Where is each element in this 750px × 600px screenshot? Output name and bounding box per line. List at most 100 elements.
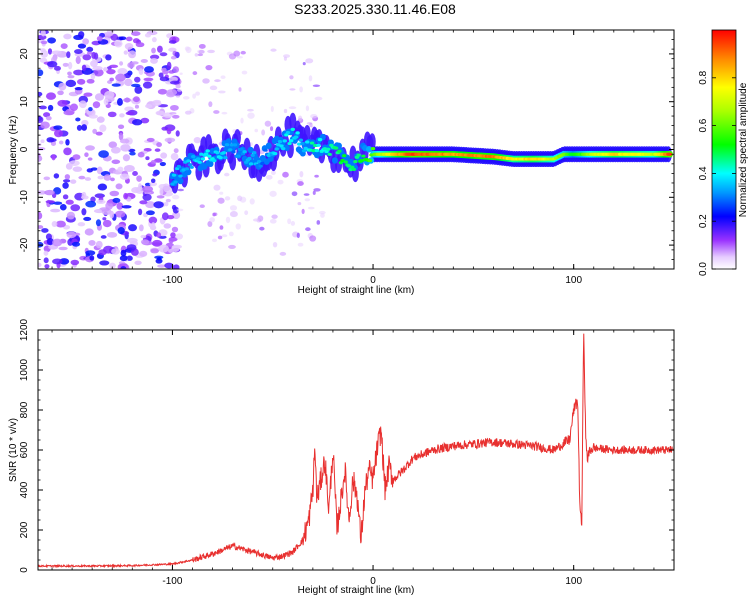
- noise-blob: [283, 108, 288, 114]
- noise-blob: [119, 61, 124, 66]
- noise-blob: [132, 170, 138, 177]
- ridge-core: [242, 150, 247, 154]
- noise-blob: [82, 54, 92, 61]
- noise-blob: [62, 179, 71, 183]
- ridge-core: [309, 141, 315, 145]
- noise-blob: [173, 264, 180, 269]
- ridge-core: [228, 148, 233, 152]
- noise-blob: [62, 194, 69, 200]
- noise-blob: [67, 71, 72, 76]
- noise-blob: [116, 98, 123, 106]
- ridge-core: [316, 143, 321, 147]
- noise-blob: [144, 66, 154, 73]
- noise-blob: [84, 152, 89, 158]
- noise-blob: [70, 204, 81, 212]
- ridge-core: [184, 167, 190, 171]
- ridge-core: [346, 164, 352, 168]
- noise-blob: [270, 105, 274, 112]
- noise-blob: [150, 57, 158, 64]
- ridge-core: [280, 147, 286, 151]
- ridge-body: [247, 146, 254, 154]
- spectrogram-ytick-label: 0: [19, 146, 30, 152]
- ridge-core: [221, 151, 226, 155]
- snr-y-ticks: 0 200 400 600 800 1000 1200: [19, 318, 674, 573]
- noise-blob: [119, 255, 128, 262]
- noise-blob: [109, 77, 114, 82]
- noise-blob: [92, 66, 103, 71]
- ridge-core: [205, 149, 210, 153]
- noise-blob: [145, 210, 155, 216]
- noise-blob: [175, 94, 181, 98]
- colorbar-tick-label: 0.6: [698, 118, 709, 132]
- snr-ytick-label: 0: [19, 567, 30, 573]
- colorbar-tick-label: 0.4: [698, 166, 709, 180]
- noise-blob: [208, 101, 213, 108]
- ridge-core: [287, 141, 292, 146]
- noise-blob: [164, 137, 176, 143]
- noise-blob: [98, 150, 109, 158]
- noise-blob: [44, 189, 55, 196]
- noise-blob: [158, 244, 169, 253]
- noise-blob: [140, 234, 147, 239]
- noise-blob: [102, 32, 114, 37]
- ridge-core: [195, 157, 201, 161]
- noise-blob: [151, 222, 156, 229]
- noise-blob: [87, 157, 93, 161]
- noise-blob: [118, 36, 127, 41]
- noise-blob: [75, 56, 81, 65]
- noise-blob: [197, 53, 204, 57]
- spectrogram-x-label: Height of straight line (km): [298, 285, 415, 296]
- noise-blob: [217, 197, 225, 204]
- noise-blob: [123, 192, 128, 200]
- noise-blob: [184, 110, 192, 115]
- noise-blob: [81, 124, 88, 131]
- ridge-core: [313, 143, 318, 148]
- noise-blob: [38, 154, 43, 162]
- snr-x-ticks: -100 0 100: [51, 330, 675, 587]
- noise-blob: [53, 173, 60, 179]
- noise-blob: [120, 249, 127, 257]
- noise-blob: [46, 60, 58, 68]
- noise-blob: [63, 33, 72, 40]
- ridge-core: [183, 160, 188, 164]
- noise-blob: [152, 173, 158, 177]
- noise-blob: [38, 116, 44, 124]
- snr-xtick-label: 100: [565, 576, 582, 587]
- noise-blob: [309, 122, 313, 128]
- noise-blob: [125, 36, 133, 42]
- noise-blob: [261, 129, 266, 136]
- noise-blob: [247, 112, 255, 119]
- noise-blob: [145, 103, 153, 109]
- noise-blob: [305, 227, 311, 232]
- noise-blob: [159, 187, 164, 196]
- noise-blob: [265, 174, 273, 180]
- noise-blob: [312, 190, 316, 195]
- noise-blob: [235, 223, 241, 230]
- noise-blob: [289, 75, 294, 80]
- ridge-core: [277, 140, 283, 144]
- ridge-core: [186, 159, 191, 163]
- noise-blob: [95, 219, 102, 227]
- noise-blob: [81, 191, 87, 199]
- noise-blob: [99, 124, 107, 132]
- noise-blob: [104, 90, 115, 99]
- snr-ytick-label: 400: [19, 481, 30, 498]
- snr-ytick-label: 1000: [19, 358, 30, 381]
- noise-blob: [38, 105, 47, 110]
- noise-blob: [199, 204, 205, 209]
- noise-blob: [157, 264, 166, 268]
- noise-blob: [229, 205, 238, 211]
- ridge-core: [223, 156, 228, 160]
- noise-blob: [134, 85, 143, 94]
- noise-blob: [85, 145, 95, 151]
- noise-blob: [237, 195, 243, 202]
- noise-blob: [169, 80, 180, 85]
- noise-blob: [39, 48, 46, 52]
- noise-blob: [151, 47, 156, 54]
- noise-blob: [117, 227, 125, 235]
- ridge-core: [236, 154, 241, 158]
- ridge-core: [274, 147, 279, 151]
- noise-blob: [159, 161, 166, 167]
- noise-blob: [47, 37, 56, 44]
